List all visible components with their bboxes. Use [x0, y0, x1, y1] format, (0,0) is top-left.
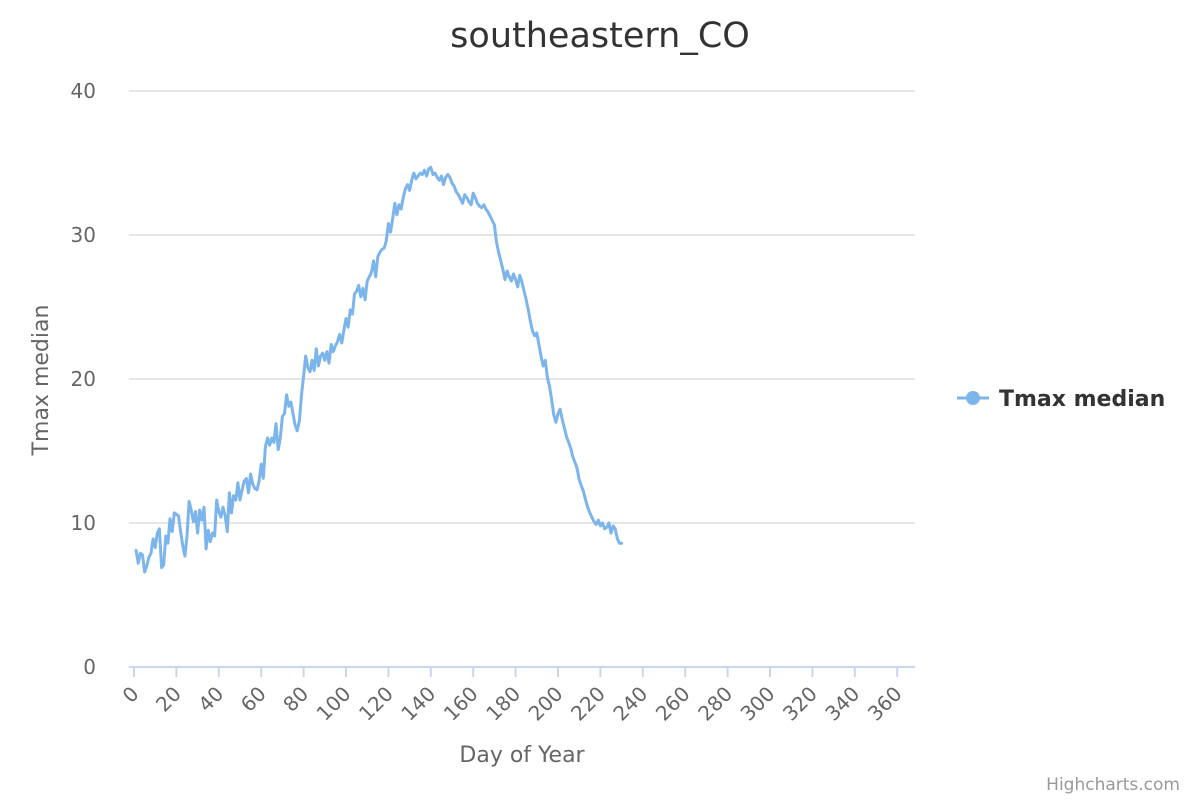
legend-item[interactable]: Tmax median — [957, 387, 1165, 412]
legend-marker-icon — [966, 391, 980, 405]
x-tick-label: 160 — [439, 682, 483, 726]
x-tick-label: 340 — [820, 682, 864, 726]
x-tick-label: 220 — [566, 682, 610, 726]
x-tick-label: 140 — [396, 682, 440, 726]
x-tick-label: 120 — [354, 682, 398, 726]
x-tick-label: 280 — [693, 682, 737, 726]
y-axis-ticks: 0 10 20 30 40 — [71, 79, 96, 679]
x-tick-label: 60 — [236, 682, 271, 717]
y-gridlines — [129, 90, 915, 524]
y-tick-label: 30 — [71, 223, 96, 247]
x-tick-label: 260 — [651, 682, 695, 726]
x-tick-label: 200 — [524, 682, 568, 726]
x-tick-label: 180 — [481, 682, 525, 726]
series-line-tmax-median[interactable] — [134, 165, 624, 574]
plot-area — [134, 165, 624, 574]
y-tick-label: 10 — [71, 511, 96, 535]
x-axis-title: Day of Year — [459, 743, 585, 768]
x-tick-label: 0 — [118, 682, 144, 708]
y-tick-label: 20 — [71, 367, 96, 391]
legend-label: Tmax median — [999, 387, 1165, 412]
y-tick-label: 40 — [71, 79, 96, 103]
x-tick-label: 240 — [608, 682, 652, 726]
x-tick-label: 100 — [312, 682, 356, 726]
x-tick-label: 40 — [193, 682, 228, 717]
y-axis-title: Tmax median — [29, 305, 54, 457]
chart-title: southeastern_CO — [450, 16, 750, 56]
x-tick-label: 20 — [151, 682, 186, 717]
y-tick-label: 0 — [83, 655, 96, 679]
x-tick-label: 300 — [736, 682, 780, 726]
x-tick-label: 320 — [778, 682, 822, 726]
x-axis: 0 20 40 60 801001201401601802002202402602803… — [118, 666, 915, 726]
x-tick-label: 80 — [278, 682, 313, 717]
credits-link[interactable]: Highcharts.com — [1046, 775, 1180, 795]
x-tick-label: 360 — [863, 682, 907, 726]
